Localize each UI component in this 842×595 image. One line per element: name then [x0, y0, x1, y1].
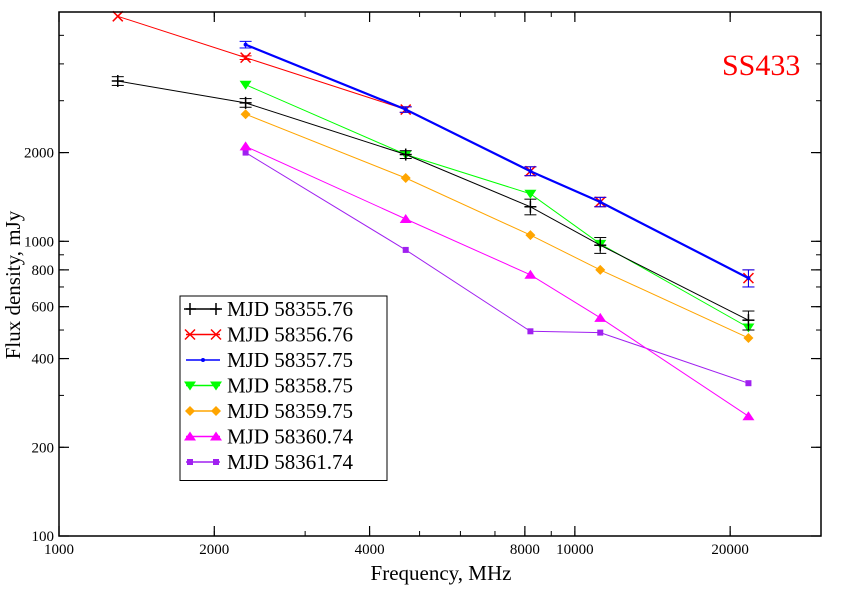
data-point [527, 328, 534, 335]
data-point [239, 80, 252, 90]
data-point [112, 10, 124, 22]
series-1 [111, 74, 755, 331]
x-tick-label: 20000 [711, 542, 749, 558]
chart-annotation: SS433 [722, 49, 800, 82]
data-point [525, 230, 536, 241]
legend-item: MJD 58357.75 [186, 348, 353, 372]
data-point [239, 96, 252, 109]
data-point [595, 264, 606, 275]
legend-label: MJD 58356.76 [227, 323, 353, 347]
data-point [185, 406, 195, 416]
series-line [245, 43, 749, 280]
legend-label: MJD 58357.75 [227, 348, 353, 372]
data-point [746, 276, 751, 281]
data-point [745, 380, 752, 387]
data-point [210, 328, 222, 341]
series-7 [242, 149, 752, 387]
y-tick-label: 2000 [24, 146, 54, 162]
x-tick-label: 4000 [355, 542, 385, 558]
data-point [184, 303, 196, 315]
data-point [111, 74, 124, 87]
series-4 [239, 80, 755, 333]
legend-item: MJD 58361.74 [186, 450, 354, 474]
legend-label: MJD 58361.74 [227, 450, 354, 474]
data-point [524, 189, 537, 199]
series-3 [239, 40, 755, 288]
x-axis-title: Frequency, MHz [371, 561, 512, 585]
data-point [210, 431, 222, 441]
y-tick-label: 600 [32, 300, 55, 316]
data-point [528, 169, 533, 174]
y-tick-label: 1000 [24, 234, 54, 250]
data-point [187, 459, 193, 465]
data-point [743, 332, 754, 343]
data-point [239, 141, 252, 151]
y-tick-label: 200 [32, 440, 55, 456]
legend-item: MJD 58358.75 [184, 374, 353, 398]
series-line [117, 80, 749, 321]
legend-label: MJD 58355.76 [227, 297, 353, 321]
y-tick-label: 400 [32, 352, 55, 368]
data-point [594, 239, 607, 252]
data-point [211, 406, 221, 416]
legend-item: MJD 58355.76 [184, 297, 353, 321]
series-line [117, 15, 749, 279]
data-point [400, 172, 411, 183]
data-point [598, 199, 603, 204]
legend-label: MJD 58360.74 [227, 425, 354, 449]
data-point [594, 312, 607, 322]
legend-label: MJD 58358.75 [227, 374, 353, 398]
data-point [184, 328, 196, 341]
data-point [402, 246, 409, 253]
series-2 [112, 10, 755, 288]
data-point [742, 314, 755, 327]
data-point [742, 411, 755, 421]
data-point [210, 303, 222, 315]
data-point [524, 269, 537, 279]
data-point [184, 431, 196, 441]
data-point [399, 148, 412, 161]
x-tick-label: 2000 [199, 542, 229, 558]
data-point [399, 214, 412, 224]
series-5 [240, 109, 754, 343]
data-point [243, 42, 248, 47]
series-line [245, 84, 749, 328]
data-point [524, 200, 537, 213]
x-tick-label: 1000 [44, 542, 74, 558]
data-point [597, 329, 604, 336]
axes: 1000 2000 4000 8000 10000 20000 100 200 400 600 80… [24, 11, 822, 558]
y-axis-title: Flux density, mJy [1, 210, 25, 359]
data-point [213, 459, 219, 465]
data-point [201, 358, 205, 362]
x-tick-label: 8000 [510, 542, 540, 558]
data-point [240, 109, 251, 120]
data-point [403, 107, 408, 112]
series-6 [239, 141, 755, 421]
y-tick-label: 100 [32, 529, 55, 545]
data-point [210, 381, 222, 391]
legend-item: MJD 58356.76 [184, 323, 353, 347]
x-tick-label: 10000 [556, 542, 594, 558]
data-point [240, 52, 252, 64]
plot-frame [58, 11, 822, 537]
data-point [242, 149, 249, 156]
data-point [184, 381, 196, 391]
legend-item: MJD 58360.74 [184, 425, 354, 449]
legend-item: MJD 58359.75 [185, 399, 353, 423]
series-layer [111, 10, 755, 421]
y-tick-label: 800 [32, 263, 55, 279]
legend-label: MJD 58359.75 [227, 399, 353, 423]
